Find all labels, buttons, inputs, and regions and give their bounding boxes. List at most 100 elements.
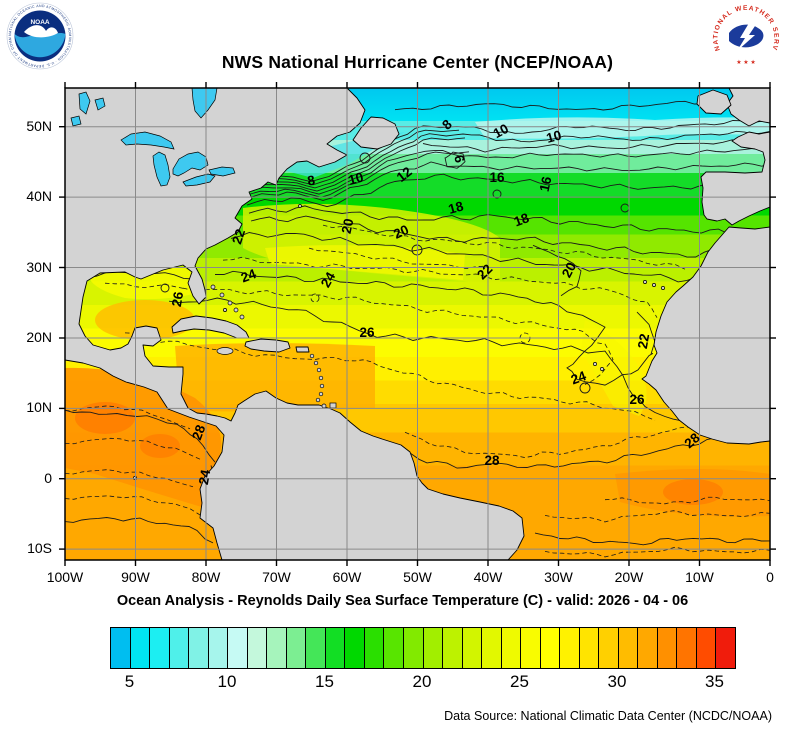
- lon-label: 100W: [46, 569, 84, 585]
- contour-eddy: [160, 283, 170, 293]
- contour-line: [239, 129, 460, 186]
- land-masses: [65, 88, 770, 560]
- contour-line: [532, 244, 582, 297]
- contour-label: 12: [394, 164, 415, 185]
- colorbar-label: 35: [705, 672, 724, 691]
- lon-label: 30W: [544, 569, 573, 585]
- colorbar-cell: [501, 628, 522, 668]
- lat-label: 30N: [26, 258, 52, 275]
- colorbar-cell: [267, 628, 287, 668]
- contour-line-dashed: [182, 287, 614, 385]
- lat-label: 10N: [26, 399, 52, 416]
- contour-label: 10: [491, 121, 511, 141]
- colorbar-cell: [677, 628, 697, 668]
- contour-label: 22: [229, 227, 248, 246]
- contour-line-dashed: [65, 437, 201, 460]
- data-source-note: Data Source: National Climatic Data Cent…: [444, 709, 772, 723]
- colorbar-cell: [208, 628, 229, 668]
- land-americas: [65, 88, 525, 560]
- contour-line: [65, 409, 216, 463]
- colorbar-cell: [560, 628, 580, 668]
- contour-label: 24: [569, 368, 589, 387]
- colorbar-cell: [384, 628, 404, 668]
- contour-label: 18: [512, 210, 532, 229]
- contour-line-dashed: [65, 405, 191, 430]
- contour-line: [241, 137, 466, 192]
- contour-label: 16: [537, 175, 555, 193]
- lon-label: 50W: [403, 569, 432, 585]
- contour-label: 20: [559, 260, 579, 280]
- temperature-colorbar: [110, 627, 736, 669]
- colorbar-cell: [111, 628, 131, 668]
- colorbar-label: 20: [412, 672, 432, 691]
- colorbar-cell: [443, 628, 463, 668]
- colorbar-label: 15: [315, 672, 334, 691]
- lon-label: 40W: [473, 569, 503, 585]
- map-frame: [64, 87, 771, 561]
- contour-line-dashed: [322, 224, 686, 270]
- contour-label: 26: [359, 325, 375, 340]
- contour-label: 28: [189, 422, 208, 442]
- contour-line: [636, 311, 656, 355]
- contour-line: [534, 532, 770, 546]
- contour-line: [422, 138, 770, 153]
- contour-label: 10: [347, 169, 365, 187]
- lat-label: 10S: [27, 540, 52, 557]
- contour-label: 26: [629, 392, 645, 407]
- contour-eddy: [579, 382, 591, 394]
- lon-label: 80W: [191, 569, 221, 585]
- contour-line-dashed: [544, 546, 770, 558]
- contour-line-dashed: [124, 332, 656, 421]
- contour-line: [240, 130, 770, 189]
- lon-label: 0: [766, 569, 774, 585]
- contour-label: 24: [196, 468, 213, 486]
- contour-line-dashed: [604, 496, 770, 505]
- contour-label: 24: [239, 266, 259, 285]
- contour-line-dashed: [65, 469, 194, 488]
- lon-label: 20W: [614, 569, 644, 585]
- nws-lightning-icon: [737, 23, 757, 51]
- noaa-emblem-sea: [14, 33, 66, 58]
- colorbar-cell: [657, 628, 678, 668]
- contour-label: 20: [391, 222, 411, 242]
- colorbar-cell: [150, 628, 170, 668]
- noaa-seagull-icon: [24, 25, 58, 38]
- colorbar-cell: [189, 628, 209, 668]
- colorbar-cell: [540, 628, 561, 668]
- contour-eddy: [310, 293, 320, 303]
- contour-label: 18: [447, 198, 466, 217]
- colorbar-cell: [228, 628, 248, 668]
- contour-line-dashed: [222, 256, 658, 318]
- land-newfoundland: [352, 116, 400, 150]
- contour-label: 28: [484, 453, 500, 468]
- land-great-britain: [726, 88, 770, 127]
- land-hispaniola: [244, 338, 291, 353]
- land-ireland: [696, 89, 732, 115]
- contour-line: [242, 146, 770, 195]
- contour-line: [250, 215, 714, 258]
- nws-logo: NATIONAL WEATHER SERVICE ★ ★ ★: [712, 5, 778, 70]
- contour-line: [230, 232, 746, 283]
- contour-label: 16: [489, 170, 505, 185]
- colorbar-cell: [169, 628, 190, 668]
- land-small-islands: [133, 204, 665, 480]
- contour-label: 10: [545, 127, 563, 145]
- colorbar-cell: [130, 628, 151, 668]
- colorbar-cell: [638, 628, 658, 668]
- colorbar-cell: [247, 628, 268, 668]
- colorbar-cell: [716, 628, 735, 668]
- colorbar-cell: [618, 628, 639, 668]
- axis-ticks: [59, 82, 776, 566]
- colorbar-cell: [521, 628, 541, 668]
- colorbar-cell: [696, 628, 717, 668]
- colorbar-label: 30: [607, 672, 627, 691]
- nws-stars: ★ ★ ★: [736, 59, 755, 66]
- lat-label: 50N: [26, 117, 52, 134]
- lon-label: 70W: [262, 569, 291, 585]
- contour-line-dashed: [65, 495, 206, 519]
- colorbar-cell: [482, 628, 502, 668]
- noaa-acronym: NOAA: [30, 19, 49, 26]
- colorbar-cell: [306, 628, 326, 668]
- contour-label: 6: [451, 153, 468, 165]
